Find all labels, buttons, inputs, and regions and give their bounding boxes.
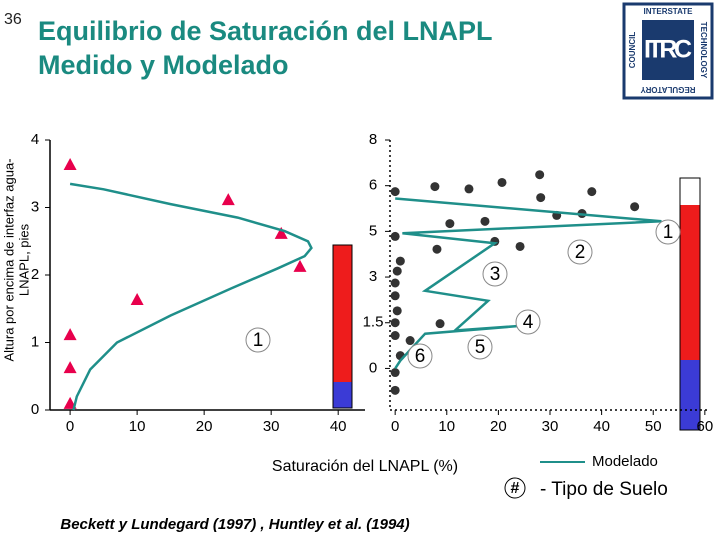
citation: Beckett y Lundegard (1997) , Huntley et … (60, 516, 409, 533)
y-tick-label: 3 (31, 198, 39, 215)
y-tick-label: 8 (369, 131, 377, 148)
annotation: 4 (523, 312, 534, 333)
x-tick-label: 20 (490, 418, 507, 435)
annotation-circle (245, 327, 271, 353)
x-tick-label: 30 (542, 418, 559, 435)
soil-legend-circle (504, 477, 526, 499)
annotation-circle (407, 343, 433, 369)
scatter-point (390, 385, 400, 395)
x-tick-label: 40 (330, 418, 347, 435)
annotation: 1 (253, 330, 264, 351)
y-tick-label: 4 (31, 131, 39, 148)
logo-block (642, 20, 694, 80)
triangle-point (293, 259, 307, 272)
annotation-circle (482, 261, 508, 287)
x-tick-label: 60 (696, 418, 713, 435)
y-tick-label: 3 (369, 268, 377, 285)
bar-blue (333, 382, 352, 408)
logo-bottom: REGULATORY (640, 85, 696, 94)
scatter-point (480, 216, 490, 226)
fluid-bar (679, 177, 701, 431)
scatter-point (515, 241, 525, 251)
x-tick-label: 30 (263, 418, 280, 435)
scatter-point (536, 193, 546, 203)
scatter-point (390, 368, 400, 378)
logo-right: TECHNOLOGY (699, 22, 708, 79)
x-tick-label: 50 (645, 418, 662, 435)
logo-left: COUNCIL (628, 32, 637, 69)
scatter-point (390, 331, 400, 341)
y-axis-label: Altura por encima de interfaz agua- (1, 158, 16, 361)
x-tick-label: 20 (196, 418, 213, 435)
annotation-circle (655, 219, 681, 245)
bar-outline (332, 244, 353, 409)
scatter-point (430, 182, 440, 192)
x-tick-label: 0 (66, 418, 74, 435)
series-line (69, 182, 313, 411)
y-tick-label: 0 (31, 401, 39, 418)
soil-legend-text: - Tipo de Suelo (540, 479, 668, 500)
x-tick-label: 0 (391, 418, 399, 435)
triangle-point (63, 361, 77, 374)
scatter-point (630, 202, 640, 212)
triangle-point (63, 328, 77, 341)
triangle-point (130, 292, 144, 305)
scatter-point (464, 184, 474, 194)
y-axis-label: LNAPL, pies (16, 223, 31, 296)
scatter-point (392, 266, 402, 276)
annotation-circle (567, 239, 593, 265)
soil-legend-symbol: # (511, 480, 520, 497)
scatter-point (432, 244, 442, 254)
scatter-point (435, 319, 445, 329)
x-tick-label: 40 (593, 418, 610, 435)
annotation: 3 (490, 264, 501, 285)
annotation: 5 (475, 337, 486, 358)
logo: ITRC INTERSTATE TECHNOLOGY REGULATORY CO… (622, 2, 714, 100)
bar-red (333, 245, 352, 382)
slide-number: 36 (4, 11, 22, 28)
triangle-point (274, 226, 288, 239)
scatter-point (390, 278, 400, 288)
scatter-point (405, 336, 415, 346)
scatter-point (445, 219, 455, 229)
triangle-point (221, 193, 235, 206)
scatter-point (392, 306, 402, 316)
x-tick-label: 10 (129, 418, 146, 435)
scatter-point (390, 187, 400, 197)
title-line: Medido y Modelado (38, 50, 289, 80)
y-tick-label: 6 (369, 177, 377, 194)
y-tick-label: 0 (369, 359, 377, 376)
bar-outline (679, 177, 701, 431)
scatter-point (587, 187, 597, 197)
fluid-bar (332, 244, 353, 409)
annotation-circle (515, 309, 541, 335)
bar-blue (680, 360, 700, 430)
triangle-point (63, 157, 77, 170)
y-tick-label: 2 (31, 266, 39, 283)
y-tick-label: 5 (369, 222, 377, 239)
y-tick-label: 1.5 (363, 314, 384, 331)
annotation: 1 (663, 222, 674, 243)
bar-red (680, 205, 700, 360)
annotation: 6 (415, 346, 426, 367)
annotation-circle (467, 334, 493, 360)
annotation: 2 (575, 242, 586, 263)
scatter-point (395, 256, 405, 266)
logo-top: INTERSTATE (643, 7, 693, 16)
scatter-point (390, 291, 400, 301)
scatter-point (390, 231, 400, 241)
logo-center: ITRC (644, 36, 692, 64)
y-tick-label: 1 (31, 333, 39, 350)
series-line (394, 197, 662, 370)
x-tick-label: 10 (438, 418, 455, 435)
bar-white (680, 178, 700, 205)
scatter-point (497, 177, 507, 187)
legend-label: Modelado (592, 453, 658, 470)
x-axis-label: Saturación del LNAPL (%) (272, 458, 458, 475)
title-line: Equilibrio de Saturación del LNAPL (38, 16, 493, 46)
scatter-point (390, 318, 400, 328)
scatter-point (535, 170, 545, 180)
